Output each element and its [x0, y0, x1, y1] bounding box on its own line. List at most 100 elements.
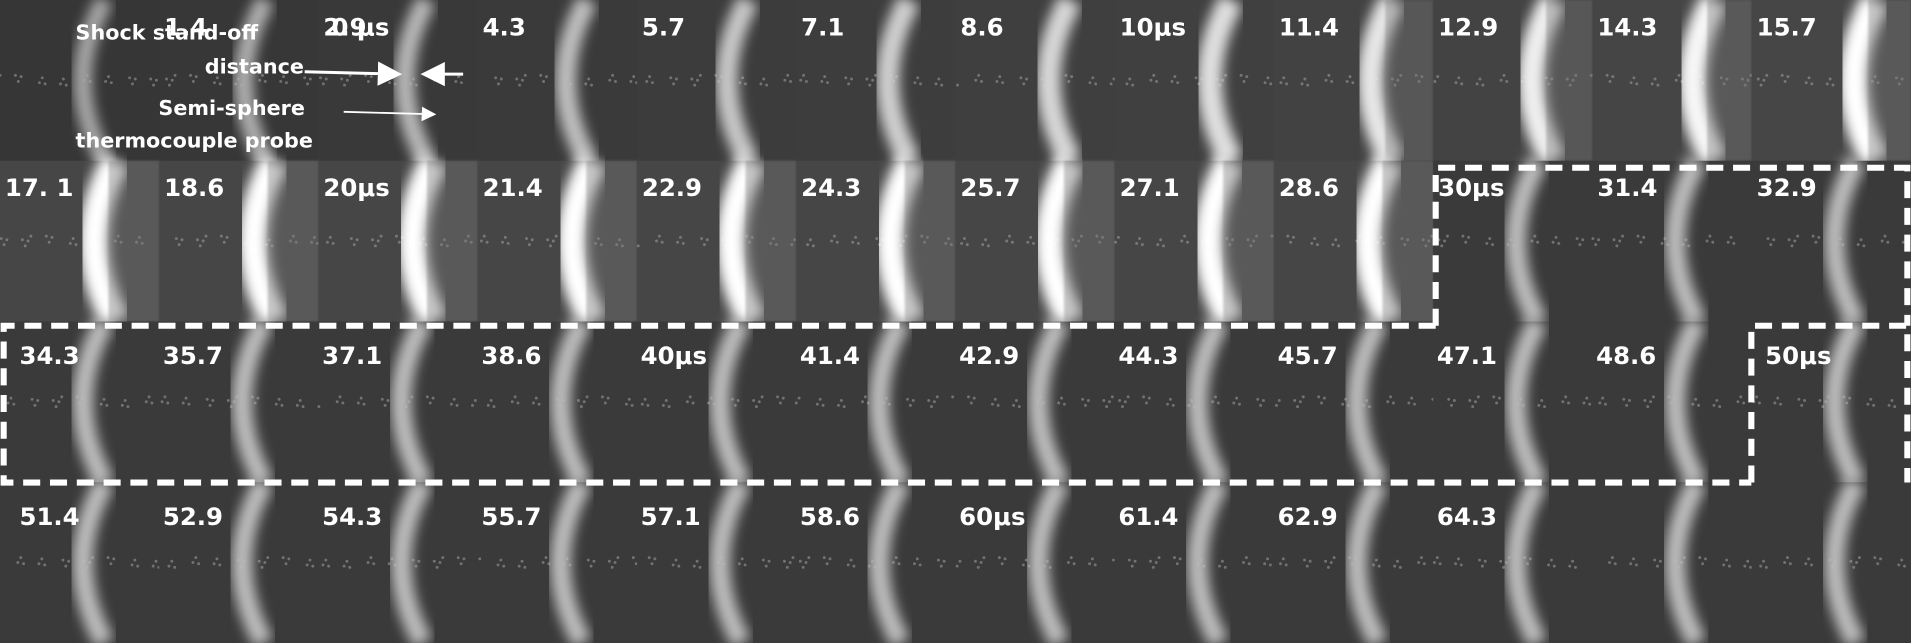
speckle [369, 556, 372, 559]
speckle [173, 566, 176, 569]
speckle [539, 74, 542, 77]
speckle [1436, 556, 1439, 559]
speckle [1349, 75, 1352, 78]
speckle [833, 235, 836, 238]
speckle [1173, 556, 1176, 559]
annotation: Semi-sphere [158, 96, 304, 120]
speckle [1739, 395, 1742, 398]
speckle [1019, 76, 1022, 79]
speckle [1543, 405, 1546, 408]
frame-label: 17. 1 [5, 173, 74, 202]
speckle [798, 397, 801, 400]
speckle [1094, 82, 1097, 85]
speckle [699, 566, 702, 569]
speckle [121, 404, 124, 407]
speckle [181, 238, 184, 241]
speckle [837, 404, 840, 407]
speckle [758, 400, 761, 403]
speckle [789, 561, 792, 564]
speckle [1173, 75, 1176, 78]
speckle [192, 561, 195, 564]
speckle [1396, 560, 1399, 563]
shock-glow [745, 161, 796, 322]
speckle [1477, 395, 1480, 398]
speckle [1433, 80, 1436, 83]
shock-glow [905, 161, 956, 322]
speckle [919, 563, 922, 566]
speckle [1581, 238, 1584, 241]
speckle [189, 74, 192, 77]
speckle [370, 75, 373, 78]
speckle [1567, 401, 1570, 404]
speckle [22, 562, 25, 565]
speckle [1299, 400, 1302, 403]
speckle [1266, 557, 1269, 560]
speckle [1282, 76, 1285, 79]
speckle [1760, 84, 1763, 87]
speckle [166, 401, 169, 404]
speckle [264, 80, 267, 83]
speckle [1814, 241, 1817, 244]
speckle [677, 565, 680, 568]
speckle [1331, 243, 1334, 246]
speckle [182, 401, 185, 404]
speckle [1159, 238, 1162, 241]
speckle [213, 562, 216, 565]
speckle [285, 81, 288, 84]
speckle [24, 244, 27, 247]
speckle [326, 241, 329, 244]
speckle [1025, 78, 1028, 81]
speckle [762, 78, 765, 81]
speckle [974, 560, 977, 563]
speckle [1114, 241, 1117, 244]
speckle [36, 399, 39, 402]
speckle [857, 242, 860, 245]
speckle [1498, 397, 1501, 400]
speckle [1117, 236, 1120, 239]
speckle [60, 395, 63, 398]
speckle [1218, 565, 1221, 568]
speckle [807, 556, 810, 559]
speckle [1334, 238, 1337, 241]
speckle [850, 559, 853, 562]
speckle [1011, 241, 1014, 244]
speckle [1121, 405, 1124, 408]
speckle [511, 400, 514, 403]
speckle [816, 403, 819, 406]
speckle [59, 82, 62, 85]
speckle [322, 563, 325, 566]
speckle [590, 565, 593, 568]
speckle [149, 78, 152, 81]
speckle [1224, 566, 1227, 569]
speckle [1292, 236, 1295, 239]
speckle [644, 398, 647, 401]
frame-label: 40μs [641, 341, 707, 370]
frame-label: 54.3 [322, 502, 382, 531]
frame-label: 10μs [1120, 12, 1186, 41]
speckle [836, 241, 839, 244]
speckle [970, 401, 973, 404]
speckle [110, 81, 113, 84]
speckle [1807, 557, 1810, 560]
speckle [1410, 397, 1413, 400]
annotation: thermocouple probe [76, 129, 313, 153]
speckle [672, 563, 675, 566]
frame-label: 12.9 [1438, 12, 1498, 41]
speckle [761, 395, 764, 398]
speckle [258, 79, 261, 82]
speckle [545, 556, 548, 559]
speckle [1897, 563, 1900, 566]
speckle [1749, 566, 1752, 569]
frame-label: 48.6 [1596, 341, 1656, 370]
speckle [933, 400, 936, 403]
speckle [1029, 236, 1032, 239]
speckle [1446, 235, 1449, 238]
speckle [518, 84, 521, 87]
speckle [1728, 565, 1731, 568]
speckle [17, 80, 20, 83]
speckle [1758, 401, 1761, 404]
speckle [1783, 561, 1786, 564]
speckle [1088, 562, 1091, 565]
speckle [1025, 559, 1028, 562]
speckle [1574, 566, 1577, 569]
